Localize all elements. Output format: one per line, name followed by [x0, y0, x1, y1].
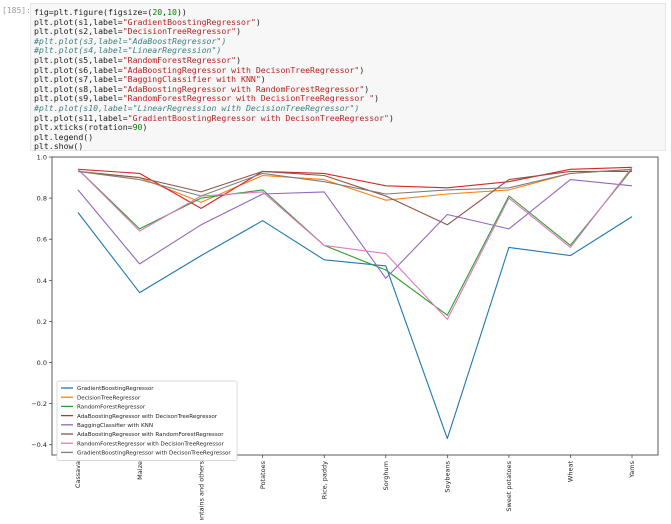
code-line: fig=plt.figure(figsize=(20,10)) [34, 7, 187, 17]
code-token: plt.plot(s7,label= [34, 74, 123, 85]
x-tick-label: Maize [136, 461, 144, 480]
code-token: ) [359, 64, 365, 75]
series-line [77, 212, 633, 440]
y-tick-label: 0.6 [37, 236, 47, 244]
code-token: "GradientBoostingRegressor" [122, 16, 256, 27]
code-token: 90 [132, 122, 143, 133]
x-tick-label: Yams [628, 460, 636, 478]
y-tick-label: −0.4 [31, 441, 47, 449]
legend-entry: AdaBoostingRegressor with DecisonTreeReg… [77, 414, 218, 420]
code-token: ) [255, 16, 261, 27]
code-line: plt.plot(s2,label="DecisionTreeRegressor… [34, 26, 241, 36]
code-token: ) [260, 74, 266, 85]
code-token: plt.plot(s6,label= [34, 64, 123, 75]
code-token: plt.plot(s2,label= [34, 26, 123, 37]
x-tick-label: Wheat [567, 461, 575, 483]
code-token: "RandomForestRegressor with DecisionTree… [122, 93, 375, 104]
code-token: plt.show() [34, 141, 84, 152]
legend-entry: GradientBoostingRegressor with DecisonTr… [77, 451, 231, 457]
legend-entry: GradientBoostingRegressor [77, 386, 154, 392]
code-line: plt.xticks(rotation=90) [34, 122, 147, 132]
code-token: plt.legend() [34, 131, 94, 142]
code-token: ) [374, 93, 380, 104]
code-token: plt.plot(s11,label= [34, 112, 128, 123]
code-line: plt.plot(s11,label="GradientBoostingRegr… [34, 113, 394, 123]
legend-entry: RandomForestRegressor with DecisionTreeR… [77, 441, 225, 447]
code-token: "DecisionTreeRegressor" [122, 26, 237, 37]
code-line: plt.legend() [34, 132, 93, 142]
series-line [77, 168, 633, 203]
code-token: 20 [152, 7, 163, 17]
series-line [77, 170, 632, 226]
legend-entry: BaggingClassifier with KNN [77, 423, 153, 429]
code-token: plt.plot(s5,label= [34, 55, 123, 65]
code-token: #plt.plot(s4,label="LinearRegression") [34, 45, 222, 56]
code-line: plt.plot(s1,label="GradientBoostingRegre… [34, 17, 261, 27]
code-line: plt.plot(s7,label="BaggingClassifier wit… [34, 74, 266, 84]
code-comment-line: #plt.plot(s4,label="LinearRegression") [34, 45, 221, 55]
cell-execution-count: [185]: [2, 6, 31, 15]
code-token: plt.plot(s1,label= [34, 16, 123, 27]
code-cell[interactable]: fig=plt.figure(figsize=(20,10)) plt.plot(… [30, 3, 666, 151]
code-token: ) [388, 112, 394, 123]
code-token: "GradientBoostingRegressor with DecisonT… [127, 112, 389, 123]
code-token: "RandomForestRegressor" [122, 55, 237, 65]
y-tick-label: 0.0 [37, 359, 47, 367]
code-token: "BaggingClassifier with KNN" [122, 74, 261, 85]
x-tick-label: Sorghum [382, 461, 390, 490]
legend-entry: AdaBoostingRegressor with RandomForestRe… [77, 432, 224, 438]
code-token: "AdaBoostingRegressor with RandomForestR… [122, 83, 365, 94]
code-token: plt.plot(s9,label= [34, 93, 123, 104]
code-token: #plt.plot(s3,label="AdaBoostRegressor") [34, 35, 227, 46]
x-tick-label: Potatoes [259, 460, 267, 489]
code-token: fig=plt.figure(figsize=( [34, 7, 153, 17]
x-tick-label: Plantains and others [197, 460, 205, 520]
x-tick-label: Sweet potatoes [505, 460, 513, 511]
y-tick-label: 0.8 [37, 195, 47, 203]
code-token: plt.xticks(rotation= [34, 122, 133, 133]
code-token: #plt.plot(s10,label="LinearRegression wi… [34, 103, 360, 113]
code-line: plt.plot(s5,label="RandomForestRegressor… [34, 55, 241, 65]
code-line: plt.plot(s8,label="AdaBoostingRegressor … [34, 84, 369, 94]
code-line: plt.plot(s9,label="RandomForestRegressor… [34, 93, 379, 103]
legend-entry: RandomForestRegressor [77, 405, 146, 411]
line-chart: 1.0 0.8 0.6 0.4 0.2 0.0 −0.2 −0.4 Cassava Maize Pl… [31, 154, 659, 524]
plot-output: 1.0 0.8 0.6 0.4 0.2 0.0 −0.2 −0.4 Cassava Maize Pl… [30, 154, 670, 524]
legend-entry: DecisionTreeRegressor [77, 395, 141, 401]
y-tick-label: −0.2 [31, 400, 47, 408]
series-line [77, 168, 633, 197]
series-line [77, 179, 633, 279]
y-tick-label: 0.2 [37, 318, 47, 326]
code-comment-line: #plt.plot(s10,label="LinearRegression wi… [34, 103, 359, 113]
series-line [77, 166, 633, 320]
code-line: plt.show() [34, 141, 83, 151]
x-tick-label: Rice, paddy [320, 461, 328, 499]
code-comment-line: #plt.plot(s3,label="AdaBoostRegressor") [34, 36, 226, 46]
code-token: "AdaBoostingRegressor with DecisonTreeRe… [122, 64, 360, 75]
code-token: ) [364, 83, 370, 94]
code-token: ) [236, 26, 242, 37]
code-token: )) [176, 7, 187, 17]
x-tick-label: Cassava [74, 461, 82, 488]
code-token: 10 [167, 7, 177, 17]
y-tick-label: 0.4 [37, 277, 47, 285]
code-token: ) [142, 122, 148, 133]
code-token: , [162, 7, 168, 17]
code-line: plt.plot(s6,label="AdaBoostingRegressor … [34, 65, 364, 75]
legend-box [56, 380, 238, 461]
code-token: plt.plot(s8,label= [34, 83, 123, 94]
x-tick-label: Soybeans [444, 460, 452, 492]
y-tick-label: 1.0 [37, 155, 47, 162]
code-token: ) [236, 55, 242, 65]
